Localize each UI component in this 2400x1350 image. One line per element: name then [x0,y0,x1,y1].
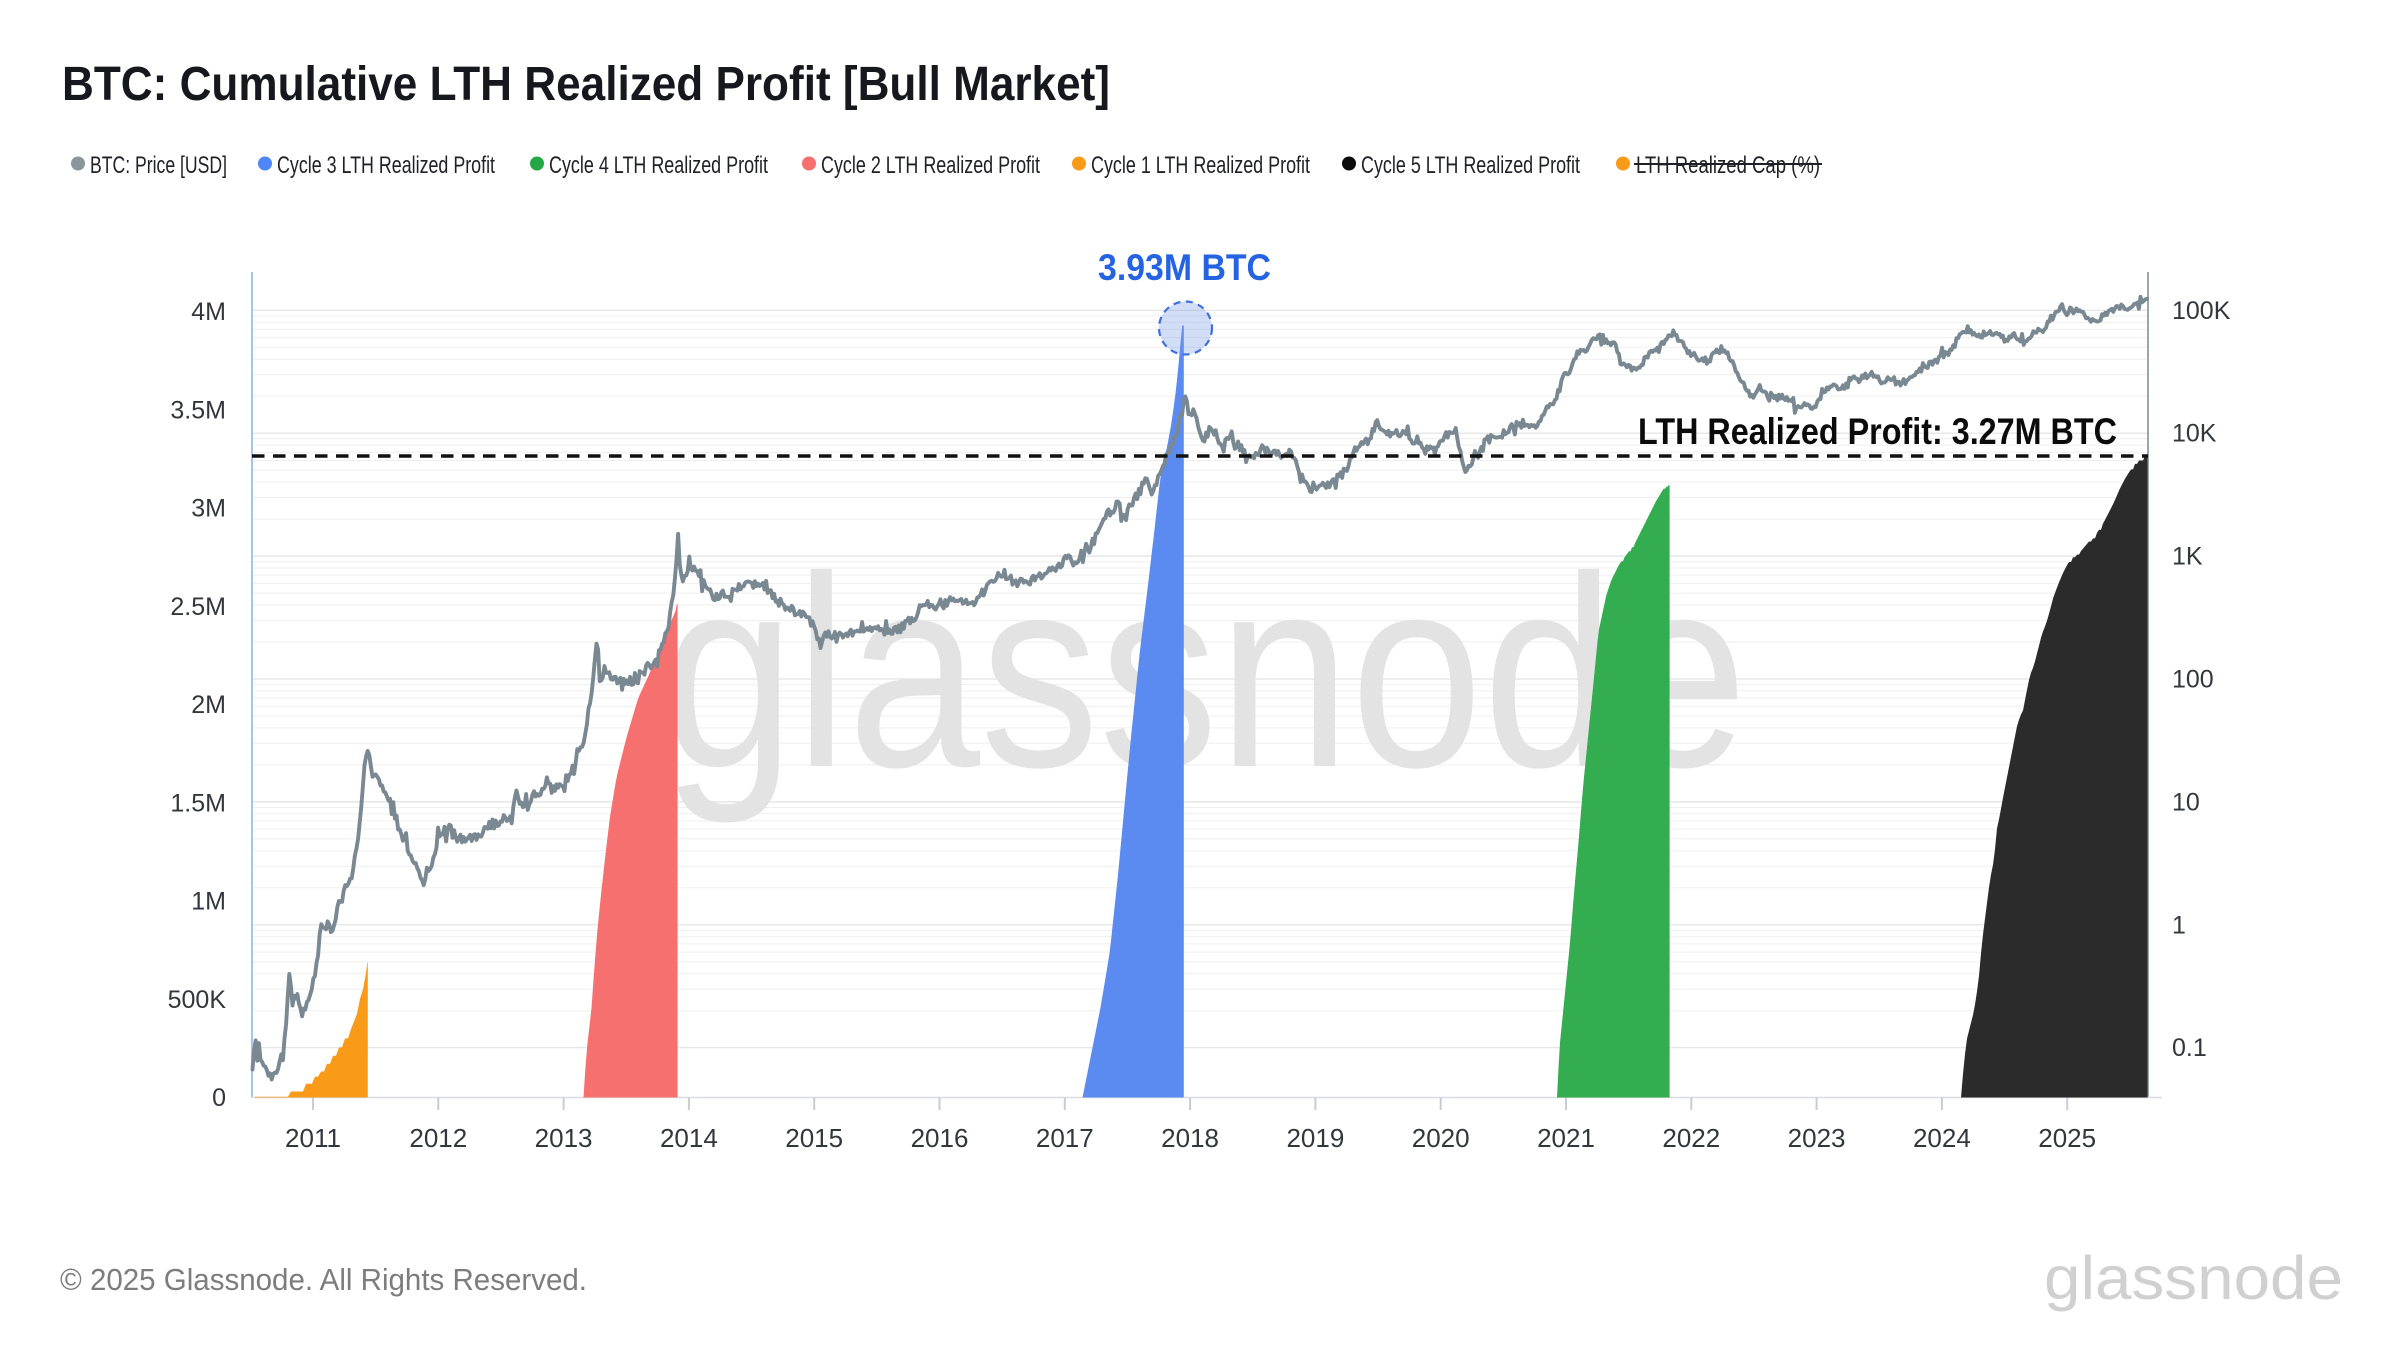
svg-text:10K: 10K [2172,420,2217,448]
svg-text:© 2025 Glassnode. All Rights R: © 2025 Glassnode. All Rights Reserved. [60,1262,587,1297]
svg-text:2019: 2019 [1286,1123,1344,1153]
svg-text:2013: 2013 [535,1123,593,1153]
svg-text:Cycle 3 LTH Realized Profit: Cycle 3 LTH Realized Profit [277,152,495,179]
svg-text:2015: 2015 [785,1123,843,1153]
svg-text:2022: 2022 [1662,1123,1720,1153]
svg-text:2021: 2021 [1537,1123,1595,1153]
svg-text:100: 100 [2172,666,2214,694]
svg-text:Cycle 5 LTH Realized Profit: Cycle 5 LTH Realized Profit [1361,152,1580,179]
svg-text:2017: 2017 [1036,1123,1094,1153]
svg-text:glassnode: glassnode [663,520,1748,826]
svg-text:BTC: Price [USD]: BTC: Price [USD] [90,152,227,179]
svg-text:4M: 4M [191,298,226,326]
svg-text:3.5M: 3.5M [170,397,226,425]
svg-text:10: 10 [2172,788,2200,816]
svg-text:2016: 2016 [911,1123,969,1153]
svg-text:2024: 2024 [1913,1123,1971,1153]
svg-text:BTC: Cumulative LTH Realized P: BTC: Cumulative LTH Realized Profit [Bul… [62,58,1110,111]
svg-text:2M: 2M [191,691,226,719]
svg-text:100K: 100K [2172,297,2231,325]
svg-text:1: 1 [2172,911,2186,939]
svg-text:1.5M: 1.5M [170,789,226,817]
svg-text:2.5M: 2.5M [170,593,226,621]
svg-text:Cycle 4 LTH Realized Profit: Cycle 4 LTH Realized Profit [549,152,768,179]
svg-text:2014: 2014 [660,1123,718,1153]
svg-text:0: 0 [212,1084,226,1112]
svg-text:2012: 2012 [409,1123,467,1153]
svg-text:500K: 500K [168,986,227,1014]
svg-text:2018: 2018 [1161,1123,1219,1153]
svg-text:Cycle 2 LTH Realized Profit: Cycle 2 LTH Realized Profit [821,152,1040,179]
svg-text:1M: 1M [191,888,226,916]
svg-text:LTH Realized Profit: 3.27M BTC: LTH Realized Profit: 3.27M BTC [1638,411,2117,452]
svg-text:Cycle 1 LTH Realized Profit: Cycle 1 LTH Realized Profit [1091,152,1310,179]
svg-text:3M: 3M [191,495,226,523]
svg-text:2025: 2025 [2038,1123,2096,1153]
svg-text:3.93M BTC: 3.93M BTC [1098,247,1271,288]
svg-text:0.1: 0.1 [2172,1034,2207,1062]
svg-text:1K: 1K [2172,543,2203,571]
svg-text:glassnode: glassnode [2044,1244,2343,1312]
svg-text:LTH Realized Cap (%): LTH Realized Cap (%) [1636,152,1820,179]
svg-text:2011: 2011 [285,1123,341,1153]
svg-text:2020: 2020 [1412,1123,1470,1153]
svg-text:2023: 2023 [1788,1123,1846,1153]
